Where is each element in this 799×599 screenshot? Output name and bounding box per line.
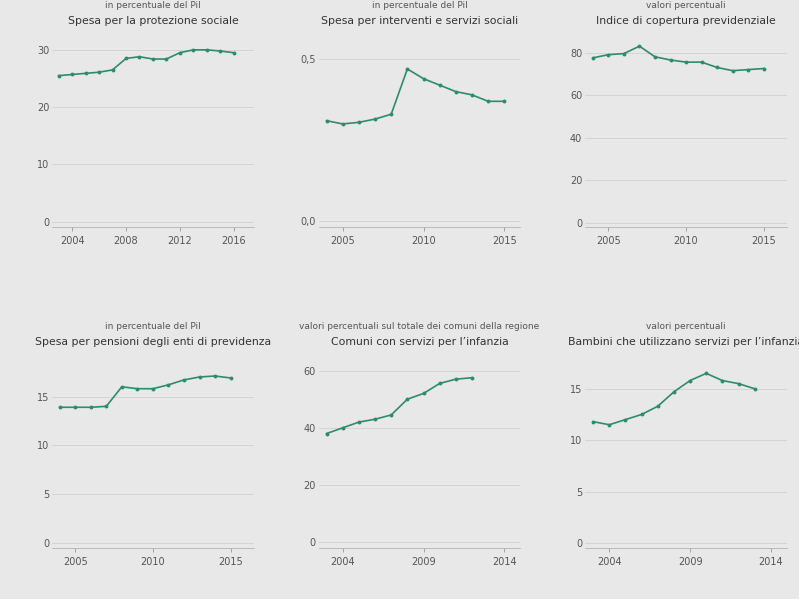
Text: valori percentuali: valori percentuali: [646, 1, 725, 10]
Title: Indice di copertura previdenziale: Indice di copertura previdenziale: [596, 16, 776, 26]
Text: in percentuale del Pil: in percentuale del Pil: [105, 322, 201, 331]
Title: Spesa per la protezione sociale: Spesa per la protezione sociale: [68, 16, 238, 26]
Title: Comuni con servizi per l’infanzia: Comuni con servizi per l’infanzia: [331, 337, 508, 347]
Title: Spesa per interventi e servizi sociali: Spesa per interventi e servizi sociali: [321, 16, 518, 26]
Title: Spesa per pensioni degli enti di previdenza: Spesa per pensioni degli enti di previde…: [35, 337, 271, 347]
Title: Bambini che utilizzano servizi per l’infanzia: Bambini che utilizzano servizi per l’inf…: [568, 337, 799, 347]
Text: in percentuale del Pil: in percentuale del Pil: [372, 1, 467, 10]
Text: valori percentuali sul totale dei comuni della regione: valori percentuali sul totale dei comuni…: [300, 322, 539, 331]
Text: valori percentuali: valori percentuali: [646, 322, 725, 331]
Text: in percentuale del Pil: in percentuale del Pil: [105, 1, 201, 10]
